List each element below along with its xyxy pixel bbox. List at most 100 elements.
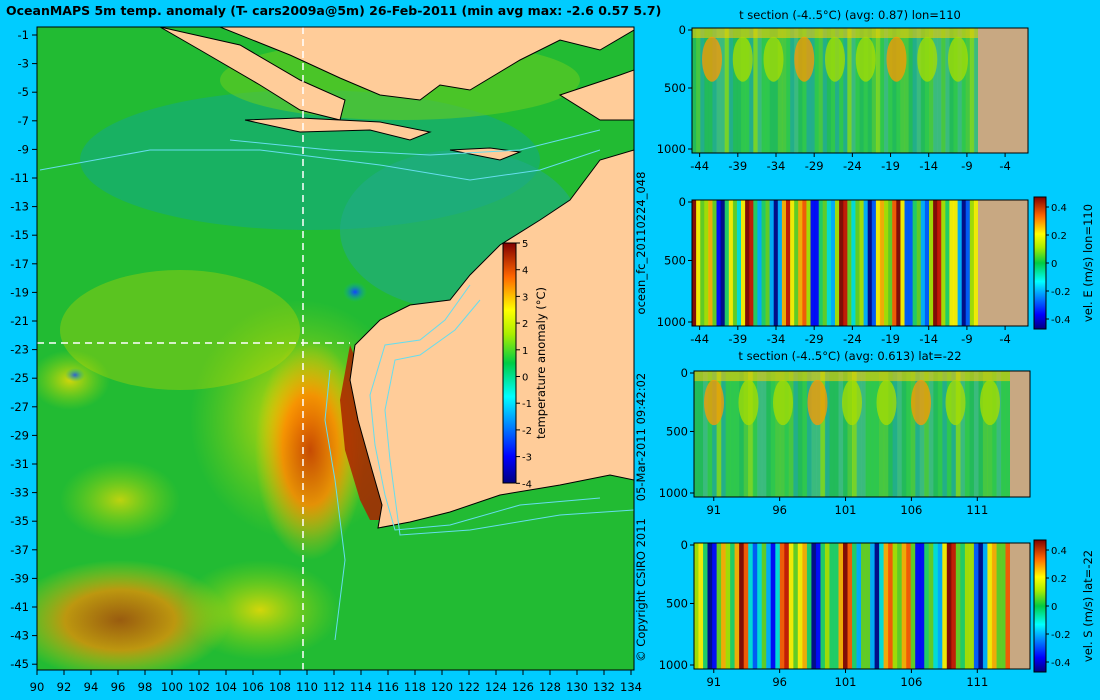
section-column [811, 543, 817, 669]
lon-tick-label: 126 [512, 680, 534, 694]
section-column [964, 371, 970, 497]
section-column [824, 543, 830, 669]
section-column [779, 543, 785, 669]
velocity-colorbar-tick: 0.2 [1051, 231, 1067, 242]
vel-east-panel: 0 500 1000 -44 -39 -34 -29 -24 -19 -14 -9 -4 0.4 0.2 0… [657, 195, 1095, 346]
section-column [815, 371, 821, 497]
section-land [1010, 543, 1030, 669]
section-column [716, 371, 722, 497]
section-column [730, 543, 736, 669]
section-column [802, 28, 807, 153]
section-column [900, 28, 906, 153]
section-column [818, 28, 824, 153]
lat-tick-label: -19 [10, 285, 29, 299]
section-column [784, 543, 790, 669]
section-column [716, 200, 722, 326]
lon-tick-label: 128 [539, 680, 561, 694]
section-column [856, 371, 862, 497]
section-column [773, 200, 779, 326]
section-column [942, 543, 948, 669]
section-column [703, 371, 709, 497]
section-column [969, 28, 975, 153]
lat-tick-label: -27 [10, 400, 29, 414]
section-column [769, 28, 775, 153]
x-tick-label: 91 [706, 675, 721, 689]
section-column [833, 543, 839, 669]
t-section-lon-panel: 0 500 1000 -44 -39 -34 -29 -24 -19 -14 -9 -4 [657, 23, 1029, 173]
section-column [712, 371, 718, 497]
section-column [942, 371, 948, 497]
lon-tick-label: 130 [566, 680, 588, 694]
section-column [870, 543, 876, 669]
section-column [870, 371, 876, 497]
velocity-colorbar-tick: 0 [1051, 602, 1057, 613]
depth-tick-label: 500 [666, 424, 688, 438]
section-column [973, 200, 979, 326]
section-column [996, 543, 1002, 669]
section-column [982, 543, 988, 669]
section-column [916, 200, 922, 326]
velocity-colorbar-label: vel. S (m/s) lat=-22 [1081, 550, 1095, 662]
lon-tick-label: 92 [57, 680, 72, 694]
section-column [694, 371, 700, 497]
section-column [734, 371, 740, 497]
section-column [806, 200, 812, 326]
section-column [871, 200, 877, 326]
section-column [745, 200, 750, 326]
section-column [748, 543, 754, 669]
section-anomaly [807, 379, 828, 426]
section-column [937, 28, 942, 153]
lat-tick-label: -25 [10, 371, 29, 385]
section-column [698, 371, 704, 497]
section-column [775, 371, 781, 497]
section-column [752, 543, 758, 669]
lat-tick-label: -9 [18, 142, 29, 156]
section-column [912, 28, 918, 153]
velocity-colorbar-label: vel. E (m/s) lon=110 [1081, 204, 1095, 322]
section-anomaly [945, 379, 966, 426]
x-tick-label: -9 [961, 332, 972, 346]
section-column [957, 200, 963, 326]
section-column [725, 543, 731, 669]
section-column [728, 200, 734, 326]
section-column [811, 371, 817, 497]
x-tick-label: 111 [966, 675, 988, 689]
section-column [696, 28, 701, 153]
section-column [924, 543, 930, 669]
section-column [937, 543, 943, 669]
lat-tick-label: -39 [10, 571, 29, 585]
section-anomaly [738, 379, 759, 426]
x-tick-label: -14 [919, 332, 938, 346]
section-column [736, 200, 742, 326]
section-column [987, 371, 993, 497]
section-column [753, 28, 758, 153]
velocity-colorbar-tick: 0.2 [1051, 574, 1067, 585]
section-column [835, 200, 840, 326]
section-anomaly [876, 379, 897, 426]
lon-tick-label: 122 [458, 680, 480, 694]
section-anomaly [825, 36, 845, 82]
section-column [716, 28, 722, 153]
section-column [1005, 371, 1011, 497]
section-column [773, 28, 779, 153]
section-column [867, 28, 873, 153]
section-column [788, 543, 794, 669]
velocity-colorbar-tick: 0 [1051, 259, 1057, 270]
x-tick-label: -24 [843, 159, 862, 173]
section-column [1005, 543, 1011, 669]
section-anomaly [855, 36, 876, 82]
section-column [957, 28, 963, 153]
section-column [806, 543, 812, 669]
section-column [888, 28, 893, 153]
colorbar-tick-label: -1 [522, 399, 532, 410]
section-column [867, 200, 873, 326]
section-column [786, 28, 791, 153]
section-column [786, 200, 791, 326]
section-column [991, 543, 997, 669]
section-column [861, 371, 867, 497]
section-column [797, 543, 803, 669]
section-column [949, 28, 955, 153]
section-column [912, 200, 918, 326]
section-column [721, 543, 727, 669]
